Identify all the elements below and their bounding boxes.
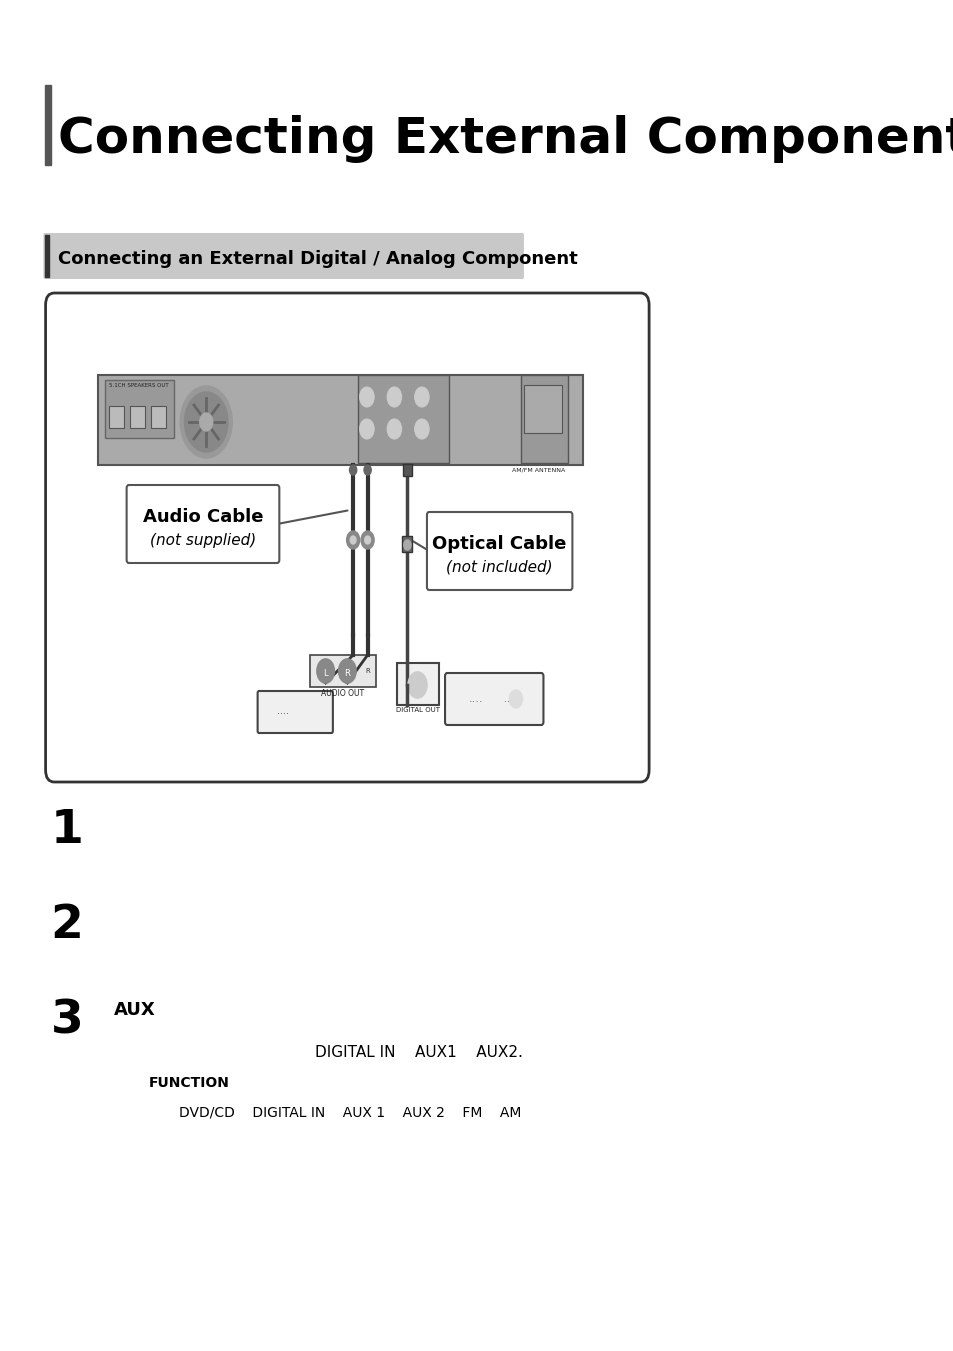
- Text: (not included): (not included): [446, 561, 553, 576]
- Text: 3: 3: [51, 998, 83, 1043]
- Text: DIGITAL OUT: DIGITAL OUT: [395, 707, 439, 713]
- Text: ....: ....: [277, 707, 289, 716]
- Circle shape: [199, 413, 213, 431]
- Bar: [109, 407, 124, 428]
- Text: ...: ...: [503, 694, 512, 704]
- Circle shape: [408, 671, 427, 698]
- Circle shape: [359, 386, 374, 407]
- Bar: [130, 407, 145, 428]
- Circle shape: [184, 392, 228, 453]
- Bar: [396, 663, 438, 705]
- Circle shape: [349, 465, 356, 476]
- FancyBboxPatch shape: [46, 293, 648, 782]
- Text: L: L: [323, 670, 328, 678]
- Circle shape: [338, 659, 355, 684]
- Bar: [403, 463, 412, 476]
- Circle shape: [509, 690, 522, 708]
- FancyBboxPatch shape: [257, 690, 333, 734]
- Circle shape: [387, 386, 401, 407]
- Text: Connecting an External Digital / Analog Component: Connecting an External Digital / Analog …: [58, 250, 577, 267]
- Circle shape: [346, 531, 359, 549]
- Text: (not supplied): (not supplied): [150, 534, 255, 549]
- Circle shape: [361, 531, 374, 549]
- Circle shape: [180, 386, 232, 458]
- Text: 2: 2: [51, 902, 84, 948]
- Circle shape: [364, 536, 370, 544]
- Text: Optical Cable: Optical Cable: [432, 535, 566, 553]
- Circle shape: [387, 419, 401, 439]
- Circle shape: [316, 659, 334, 684]
- Circle shape: [415, 386, 429, 407]
- Text: DIGITAL IN    AUX1    AUX2.: DIGITAL IN AUX1 AUX2.: [314, 1046, 522, 1061]
- Text: FUNCTION: FUNCTION: [148, 1075, 229, 1090]
- Text: Audio Cable: Audio Cable: [143, 508, 263, 526]
- FancyBboxPatch shape: [44, 232, 523, 280]
- Bar: [97, 376, 582, 465]
- Bar: [45, 235, 50, 277]
- Bar: [310, 655, 375, 688]
- FancyBboxPatch shape: [127, 485, 279, 563]
- FancyBboxPatch shape: [427, 512, 572, 590]
- FancyBboxPatch shape: [444, 673, 543, 725]
- Text: DVD/CD    DIGITAL IN    AUX 1    AUX 2    FM    AM: DVD/CD DIGITAL IN AUX 1 AUX 2 FM AM: [179, 1106, 521, 1120]
- Text: R: R: [365, 667, 370, 674]
- Text: R: R: [344, 670, 350, 678]
- Circle shape: [415, 419, 429, 439]
- Bar: [45, 85, 51, 165]
- Circle shape: [403, 540, 411, 550]
- Text: AM/FM ANTENNA: AM/FM ANTENNA: [512, 467, 565, 471]
- Bar: [402, 536, 412, 553]
- Bar: [151, 407, 166, 428]
- Text: AUX: AUX: [114, 1001, 156, 1019]
- Bar: [357, 376, 448, 463]
- Bar: [523, 385, 561, 434]
- Text: AUDIO OUT: AUDIO OUT: [321, 689, 364, 698]
- Text: Connecting External Components: Connecting External Components: [58, 115, 953, 163]
- Circle shape: [359, 419, 374, 439]
- Circle shape: [350, 536, 355, 544]
- Circle shape: [364, 465, 371, 476]
- Text: ....: ....: [469, 694, 483, 704]
- Bar: [105, 380, 173, 438]
- Text: 5.1CH SPEAKERS OUT: 5.1CH SPEAKERS OUT: [109, 382, 169, 388]
- Bar: [520, 376, 567, 463]
- Text: 1: 1: [51, 808, 84, 852]
